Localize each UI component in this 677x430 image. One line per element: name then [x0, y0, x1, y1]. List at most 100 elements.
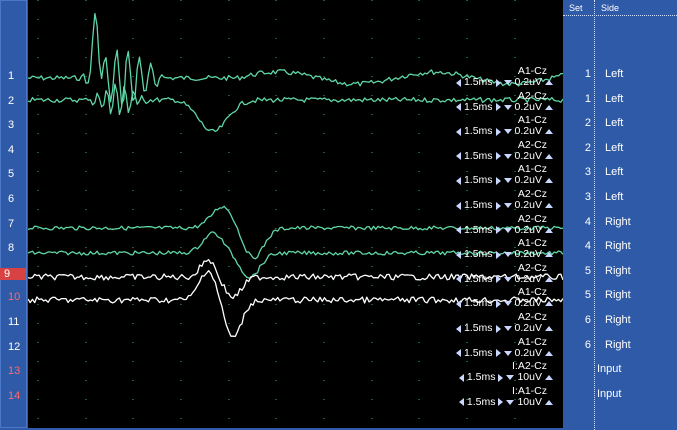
- time-decrease-icon[interactable]: [458, 398, 464, 407]
- amp-increase-icon[interactable]: [545, 350, 553, 356]
- set-value: 6: [584, 338, 591, 351]
- amp-decrease-icon[interactable]: [503, 350, 512, 356]
- trace-name: A1-Cz: [517, 335, 547, 348]
- table-row[interactable]: Input: [563, 363, 677, 379]
- channel-number-4[interactable]: 4: [8, 143, 15, 156]
- amp-increase-icon[interactable]: [545, 153, 553, 159]
- trace-7[interactable]: [28, 205, 563, 260]
- amp-increase-icon[interactable]: [545, 203, 553, 208]
- time-decrease-icon[interactable]: [455, 250, 461, 259]
- time-increase-icon[interactable]: [495, 299, 501, 308]
- channel-number-7[interactable]: 7: [8, 217, 15, 230]
- time-decrease-icon[interactable]: [455, 226, 461, 235]
- time-decrease-icon[interactable]: [455, 201, 461, 210]
- time-decrease-icon[interactable]: [455, 127, 461, 136]
- channel-number-2[interactable]: 2: [8, 94, 15, 107]
- table-row[interactable]: 2 Left: [563, 117, 677, 133]
- time-decrease-icon[interactable]: [455, 349, 461, 358]
- amp-decrease-icon[interactable]: [503, 153, 512, 159]
- time-increase-icon[interactable]: [495, 201, 501, 210]
- time-increase-icon[interactable]: [498, 398, 504, 407]
- amp-decrease-icon[interactable]: [503, 129, 512, 135]
- trace-9[interactable]: [28, 258, 563, 300]
- side-value: Right: [605, 289, 631, 302]
- time-increase-icon[interactable]: [495, 152, 501, 161]
- amp-decrease-icon[interactable]: [506, 399, 515, 405]
- amp-increase-icon[interactable]: [545, 326, 553, 331]
- time-decrease-icon[interactable]: [455, 78, 461, 87]
- amp-decrease-icon[interactable]: [503, 276, 512, 282]
- scale-controls: 1.5ms 0.2uV: [455, 126, 553, 137]
- channel-number-12[interactable]: 12: [8, 340, 21, 353]
- amp-increase-icon[interactable]: [545, 301, 553, 307]
- amp-decrease-icon[interactable]: [503, 203, 512, 208]
- amp-decrease-icon[interactable]: [503, 80, 512, 85]
- waveform-plot[interactable]: A1-Cz 1.5ms 0.2uV A2-Cz 1.5ms 0.2uV A1-Cz 1.5ms…: [28, 0, 563, 428]
- amp-decrease-icon[interactable]: [503, 301, 512, 307]
- table-row[interactable]: 4 Right: [563, 216, 677, 232]
- time-increase-icon[interactable]: [495, 250, 501, 259]
- channel-number-13[interactable]: 13: [8, 365, 21, 378]
- time-decrease-icon[interactable]: [458, 373, 464, 382]
- channel-number-1[interactable]: 1: [8, 70, 15, 82]
- time-increase-icon[interactable]: [495, 349, 501, 358]
- trace-10[interactable]: [28, 270, 563, 338]
- channel-number-6[interactable]: 6: [8, 193, 15, 205]
- time-decrease-icon[interactable]: [455, 103, 461, 112]
- table-row[interactable]: 4 Right: [563, 240, 677, 256]
- amp-decrease-icon[interactable]: [503, 104, 512, 110]
- time-increase-icon[interactable]: [495, 176, 501, 185]
- time-decrease-icon[interactable]: [455, 299, 461, 308]
- amp-increase-icon[interactable]: [545, 80, 553, 85]
- amp-increase-icon[interactable]: [545, 276, 553, 282]
- channel-number-8[interactable]: 8: [8, 242, 15, 255]
- amp-decrease-icon[interactable]: [503, 252, 512, 258]
- amp-decrease-icon[interactable]: [506, 375, 515, 381]
- time-increase-icon[interactable]: [495, 103, 501, 112]
- amplitude-scale: 0.2uV: [514, 272, 542, 285]
- amp-decrease-icon[interactable]: [503, 227, 512, 233]
- table-row[interactable]: 6 Right: [563, 339, 677, 355]
- time-increase-icon[interactable]: [495, 78, 501, 87]
- table-row[interactable]: 5 Right: [563, 289, 677, 305]
- channel-number-5[interactable]: 5: [8, 168, 15, 181]
- trace-1[interactable]: [28, 12, 563, 105]
- table-row[interactable]: 5 Right: [563, 265, 677, 281]
- amp-decrease-icon[interactable]: [503, 178, 512, 184]
- amp-increase-icon[interactable]: [545, 399, 553, 405]
- channel-number-10[interactable]: 10: [8, 291, 21, 304]
- time-increase-icon[interactable]: [495, 127, 501, 136]
- channel-number-9[interactable]: 9: [0, 267, 26, 280]
- time-increase-icon[interactable]: [495, 226, 501, 235]
- channel-number-column: 1 2 3 4 5 6 7 8 9 10 11 12 13 14: [0, 0, 28, 430]
- amp-increase-icon[interactable]: [545, 178, 553, 184]
- amp-increase-icon[interactable]: [545, 104, 553, 110]
- table-row[interactable]: 2 Left: [563, 142, 677, 158]
- waveform-canvas[interactable]: [28, 0, 563, 428]
- table-row[interactable]: 1 Left: [563, 68, 677, 84]
- time-decrease-icon[interactable]: [455, 324, 461, 333]
- amp-increase-icon[interactable]: [545, 375, 553, 381]
- table-row[interactable]: 3 Left: [563, 191, 677, 207]
- table-row[interactable]: 3 Left: [563, 166, 677, 182]
- time-decrease-icon[interactable]: [455, 152, 461, 161]
- channel-number-14[interactable]: 14: [8, 389, 21, 402]
- trace-name: A2-Cz: [517, 138, 547, 151]
- time-decrease-icon[interactable]: [455, 275, 461, 284]
- table-row[interactable]: 6 Right: [563, 314, 677, 330]
- amp-increase-icon[interactable]: [545, 252, 553, 258]
- trace-8[interactable]: [28, 231, 563, 279]
- table-row[interactable]: Input: [563, 388, 677, 404]
- amp-increase-icon[interactable]: [545, 227, 553, 233]
- table-row[interactable]: 1 Left: [563, 93, 677, 109]
- time-increase-icon[interactable]: [495, 324, 501, 333]
- amp-increase-icon[interactable]: [545, 129, 553, 135]
- channel-number-11[interactable]: 11: [8, 316, 20, 328]
- amp-decrease-icon[interactable]: [503, 326, 512, 331]
- scale-controls: 1.5ms 10uV: [458, 396, 553, 408]
- trace-2[interactable]: [28, 83, 563, 133]
- channel-number-3[interactable]: 3: [8, 119, 15, 132]
- time-increase-icon[interactable]: [495, 275, 501, 284]
- time-increase-icon[interactable]: [498, 373, 504, 382]
- time-decrease-icon[interactable]: [455, 176, 461, 185]
